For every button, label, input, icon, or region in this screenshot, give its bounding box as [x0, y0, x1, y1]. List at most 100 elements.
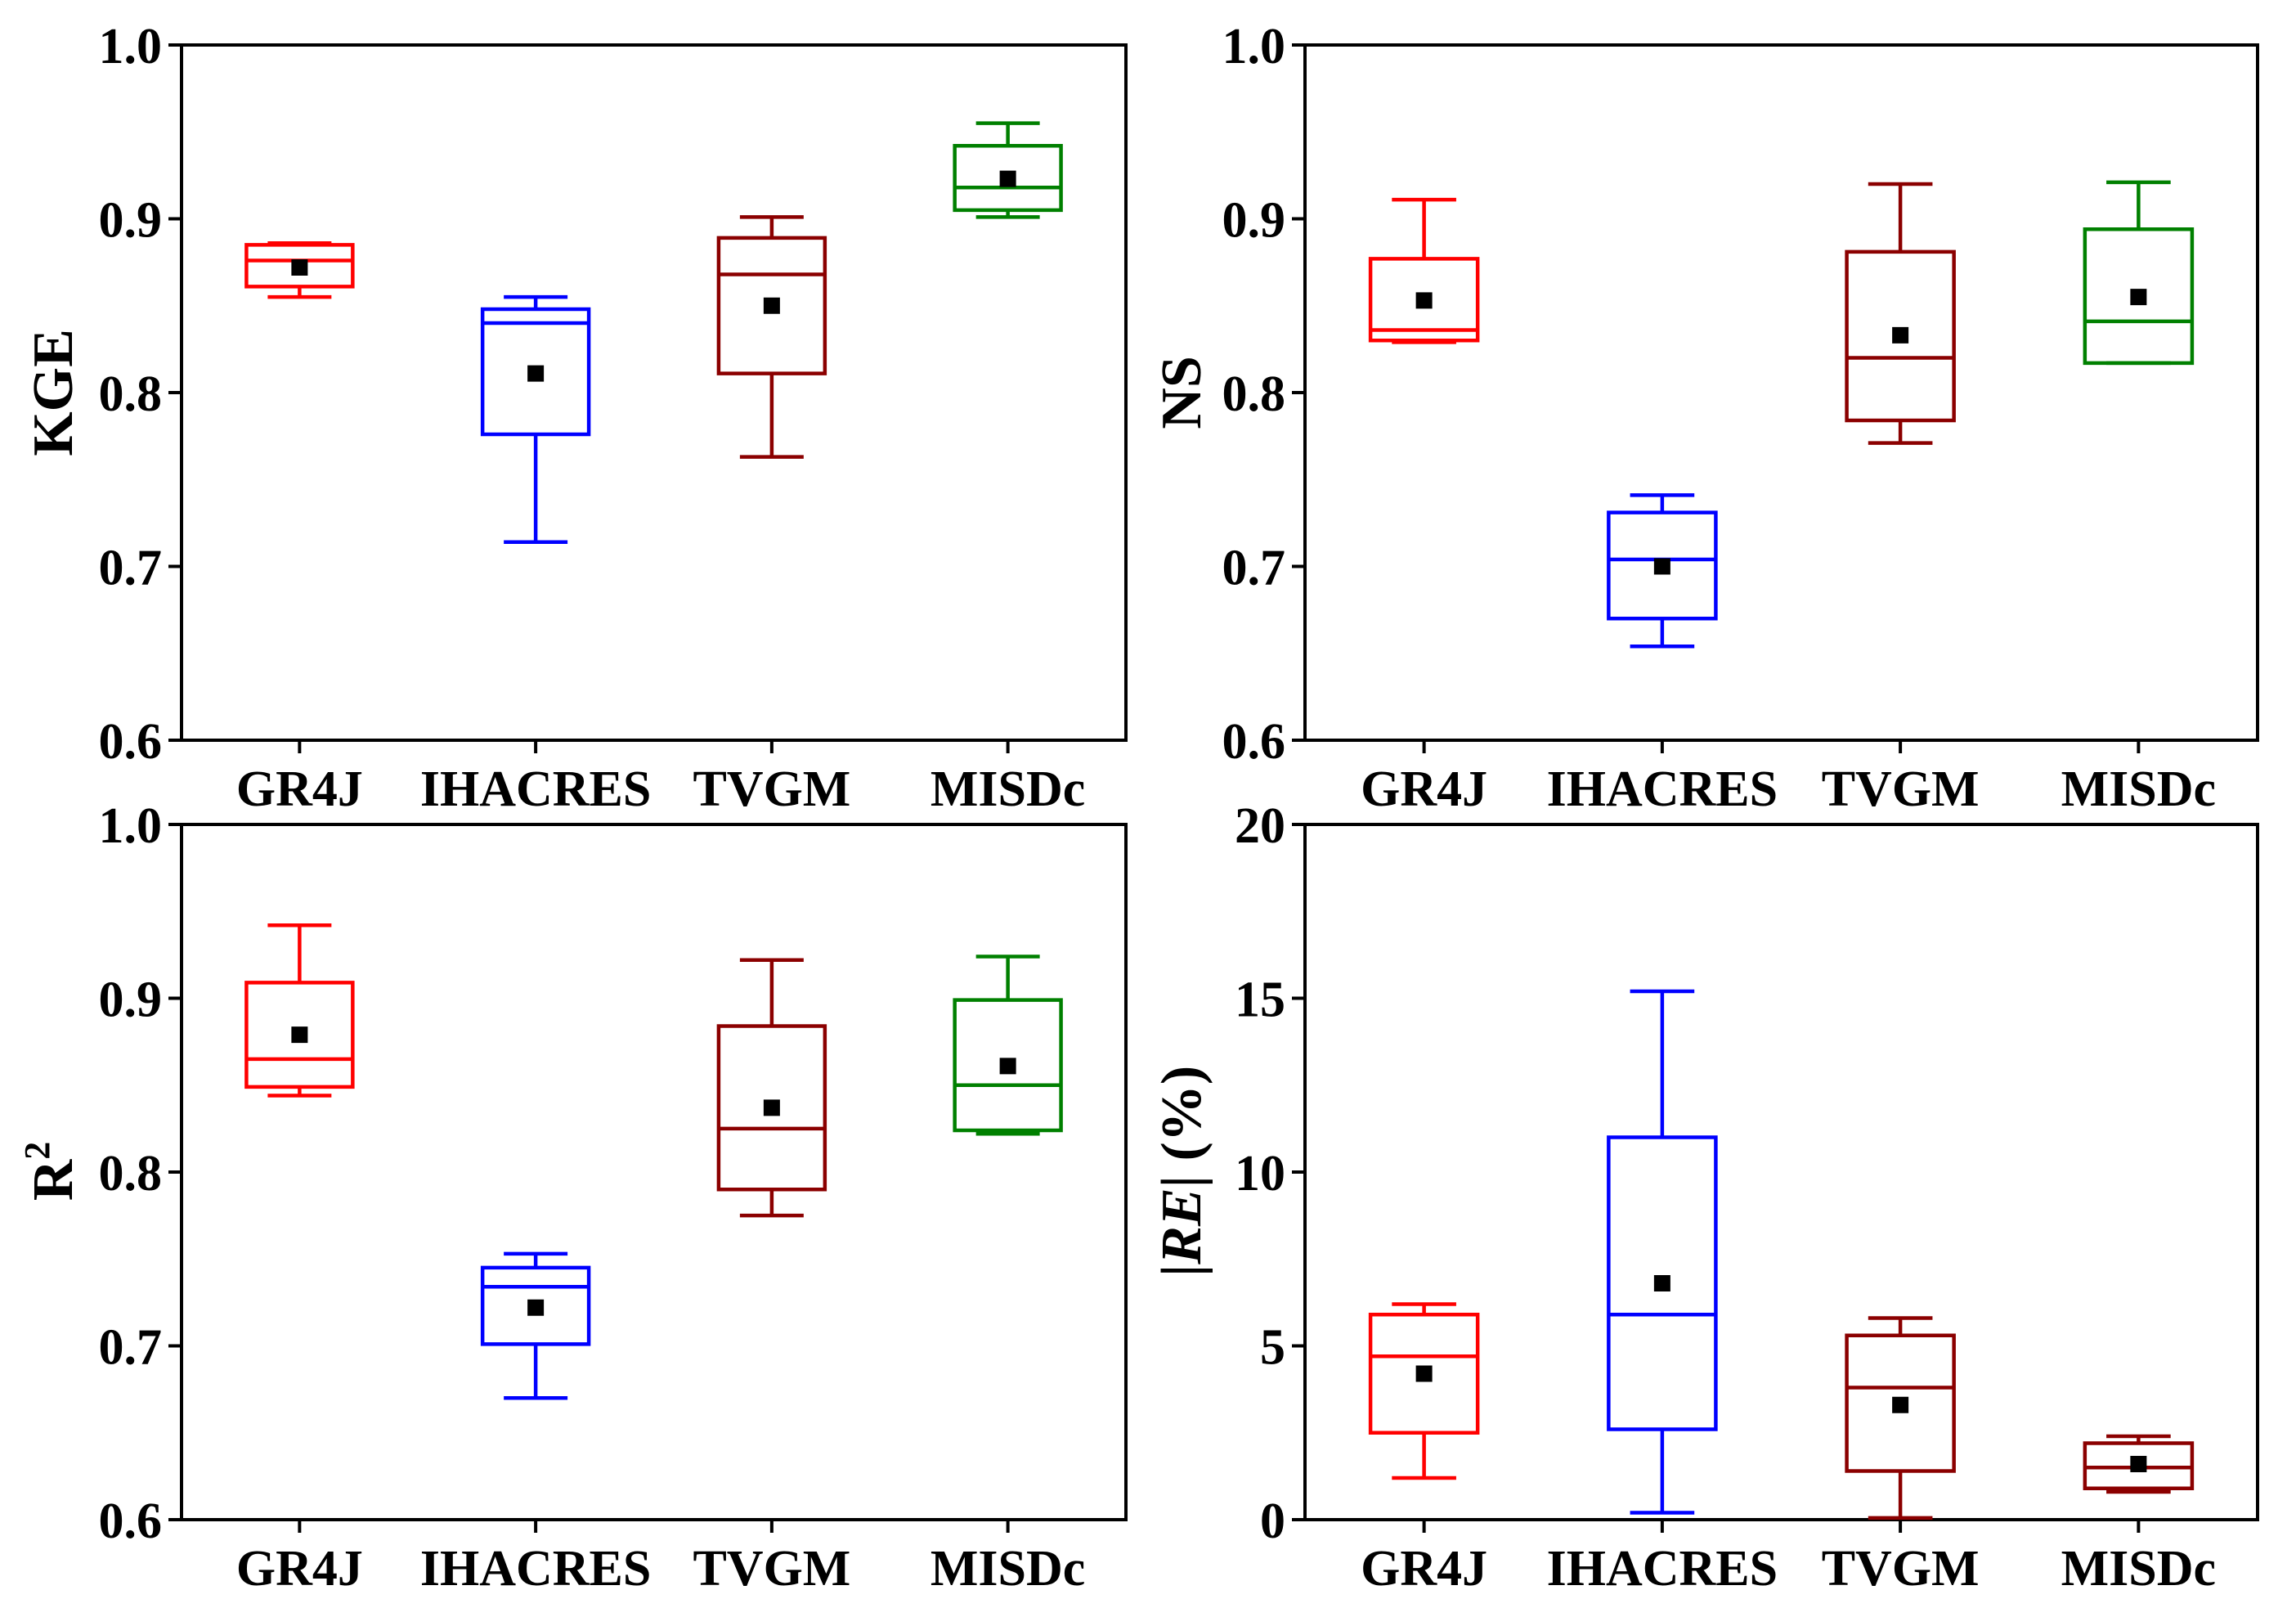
mean-marker [527, 365, 545, 382]
box-ns-gr4j [1368, 197, 1480, 344]
box-iqr [480, 307, 591, 437]
x-tick-label-r2: GR4J [236, 1541, 363, 1597]
y-tick-label-ns: 0.6 [1222, 714, 1286, 770]
x-tick-label-ns: GR4J [1361, 761, 1487, 817]
plot-frame-kge [180, 43, 1128, 742]
box-ns-misdc [2083, 180, 2195, 366]
box-re-ihacres [1607, 989, 1718, 1515]
box-kge-tvgm [716, 215, 827, 459]
box-iqr [1845, 1333, 1956, 1473]
box-kge-gr4j [244, 241, 355, 299]
box-r2-misdc [953, 954, 1063, 1136]
y-tick-label-r2: 0.7 [99, 1320, 163, 1376]
y-tick-label-ns: 0.9 [1222, 193, 1286, 249]
y-tick-label-r2: 1.0 [99, 798, 163, 854]
y-tick-label-ns: 0.7 [1222, 541, 1286, 596]
mean-marker [1892, 1396, 1909, 1413]
box-re-misdc [2083, 1434, 2195, 1494]
mean-marker [291, 259, 308, 276]
x-tick-label-re: MISDc [2061, 1541, 2216, 1597]
x-tick-label-re: GR4J [1361, 1541, 1487, 1597]
x-tick-label-re: TVGM [1822, 1541, 1980, 1597]
y-tick-label-ns: 1.0 [1222, 19, 1286, 74]
y-axis-title-kge: KGE [22, 329, 85, 456]
box-iqr [1368, 1313, 1480, 1435]
x-tick-label-kge: TVGM [693, 761, 850, 817]
x-tick-label-kge: GR4J [236, 761, 363, 817]
mean-marker [763, 1099, 780, 1116]
x-tick-label-ns: MISDc [2061, 761, 2216, 817]
y-tick-label-r2: 0.6 [99, 1493, 163, 1549]
y-tick-label-re: 0 [1260, 1493, 1285, 1549]
mean-marker [527, 1299, 545, 1316]
mean-marker [2130, 1456, 2147, 1472]
y-axis-title-ns: NS [1150, 356, 1213, 429]
mean-marker [999, 1058, 1016, 1075]
x-tick-label-re: IHACRES [1547, 1541, 1778, 1597]
mean-marker [1415, 292, 1433, 309]
box-iqr [1368, 257, 1480, 343]
panel-kge: KGE 0.6 0.7 0.8 0.9 1.0 GR4J IHACRES TVGM MISDc [22, 19, 1128, 817]
y-axis-title-r2-base: R [22, 1158, 85, 1201]
box-iqr [244, 981, 355, 1089]
y-tick-label-kge: 1.0 [99, 19, 163, 74]
y-tick-label-re: 15 [1235, 972, 1285, 1028]
x-tick-label-ns: TVGM [1822, 761, 1980, 817]
x-tick-label-ns: IHACRES [1547, 761, 1778, 817]
y-tick-label-re: 5 [1260, 1320, 1285, 1376]
box-re-tvgm [1845, 1316, 1956, 1520]
panel-re: |RE| (%) 0 5 10 15 20 GR4J IHACRES TVGM MISDc [1150, 798, 2259, 1597]
box-iqr [1607, 510, 1718, 621]
mean-marker [1415, 1365, 1433, 1382]
x-tick-label-r2: MISDc [931, 1541, 1085, 1597]
mean-marker [291, 1026, 308, 1044]
box-r2-ihacres [480, 1251, 591, 1400]
x-tick-label-kge: IHACRES [420, 761, 652, 817]
box-iqr [953, 998, 1063, 1133]
mean-marker [1653, 558, 1670, 575]
panel-ns: NS 0.6 0.7 0.8 0.9 1.0 GR4J IHACRES TVGM MISDc [1150, 19, 2259, 817]
mean-marker [763, 297, 780, 314]
box-r2-gr4j [244, 923, 355, 1098]
y-tick-label-ns: 0.8 [1222, 366, 1286, 422]
box-iqr [953, 144, 1063, 213]
box-r2-tvgm [716, 958, 827, 1218]
box-re-gr4j [1368, 1302, 1480, 1480]
y-axis-title-r2: R2 [17, 1142, 85, 1202]
x-tick-label-r2: TVGM [693, 1541, 850, 1597]
y-tick-label-re: 20 [1235, 798, 1285, 854]
plot-frame-ns [1303, 43, 2259, 742]
mean-marker [2130, 289, 2147, 306]
box-ns-tvgm [1845, 182, 1956, 445]
y-tick-label-kge: 0.7 [99, 541, 163, 596]
y-axis-title-re-italic: RE [1150, 1188, 1213, 1264]
box-iqr [2083, 227, 2195, 366]
y-tick-label-re: 10 [1235, 1146, 1285, 1202]
y-axis-title-re-post: | (%) [1150, 1066, 1213, 1188]
panel-r2: R2 0.6 0.7 0.8 0.9 1.0 GR4J IHACRES TVGM MISDc [17, 798, 1128, 1597]
box-iqr [480, 1265, 591, 1346]
mean-marker [1892, 326, 1909, 344]
box-iqr [716, 1024, 827, 1192]
y-axis-title-re-pre: | [1150, 1264, 1213, 1277]
y-axis-title-re: |RE| (%) [1150, 1066, 1213, 1277]
box-iqr [1607, 1135, 1718, 1431]
y-axis-title-r2-sup: 2 [17, 1142, 57, 1160]
x-tick-label-r2: IHACRES [420, 1541, 652, 1597]
y-tick-label-kge: 0.8 [99, 366, 163, 422]
y-tick-label-r2: 0.8 [99, 1146, 163, 1202]
mean-marker [999, 170, 1016, 187]
y-tick-label-r2: 0.9 [99, 972, 163, 1028]
plot-frame-r2 [180, 823, 1128, 1521]
box-ns-ihacres [1607, 493, 1718, 649]
plot-frame-re [1303, 823, 2259, 1521]
y-tick-label-kge: 0.9 [99, 193, 163, 249]
y-tick-label-kge: 0.6 [99, 714, 163, 770]
box-iqr [1845, 249, 1956, 423]
mean-marker [1653, 1275, 1670, 1291]
box-iqr [244, 243, 355, 289]
box-kge-misdc [953, 121, 1063, 219]
x-tick-label-kge: MISDc [931, 761, 1085, 817]
box-iqr [716, 236, 827, 375]
